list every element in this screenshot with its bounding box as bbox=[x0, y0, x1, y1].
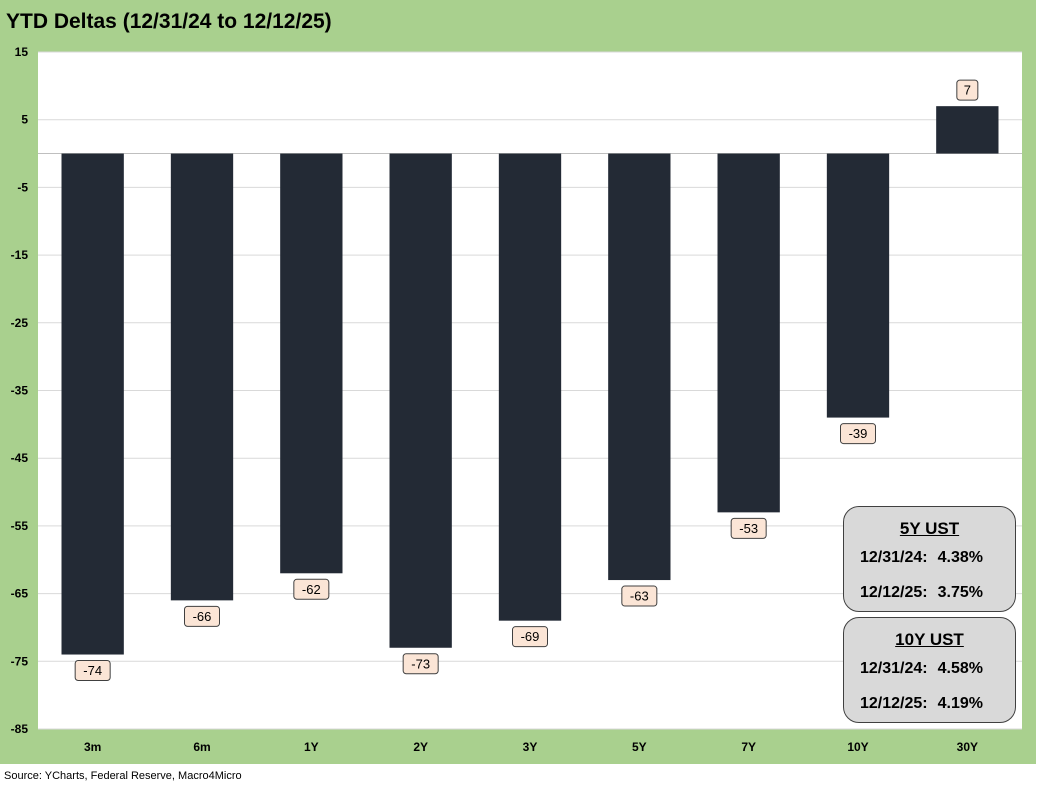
y-tick-label-2: -5 bbox=[17, 180, 28, 194]
data-label-30Y: 7 bbox=[964, 83, 971, 98]
x-tick-label-3m: 3m bbox=[84, 740, 101, 754]
data-label-box-1Y bbox=[293, 578, 330, 600]
ust-5y-heading: 5Y UST bbox=[899, 519, 960, 538]
ust-5y-box: 5Y UST 12/31/24: 4.38% 12/12/25: 3.75% bbox=[843, 506, 1016, 612]
ust-5y-date-start: 12/31/24: bbox=[860, 549, 928, 566]
data-label-box-30Y bbox=[956, 79, 979, 101]
x-tick-label-10Y: 10Y bbox=[847, 740, 868, 754]
data-label-box-3Y bbox=[512, 626, 548, 648]
ust-5y-value-start: 4.38% bbox=[937, 549, 983, 566]
y-tick-label-8: -65 bbox=[11, 587, 29, 601]
bar-3m bbox=[61, 153, 124, 655]
y-tick-label-7: -55 bbox=[11, 519, 29, 533]
bar-30Y bbox=[936, 106, 999, 154]
y-tick-label-9: -75 bbox=[11, 654, 29, 668]
data-label-6m: -66 bbox=[193, 609, 212, 624]
x-tick-label-5Y: 5Y bbox=[632, 740, 647, 754]
ust-5y-row-start: 12/31/24: 4.38% bbox=[860, 549, 983, 567]
ust-10y-row-start: 12/31/24: 4.58% bbox=[860, 660, 983, 678]
x-tick-label-1Y: 1Y bbox=[304, 740, 319, 754]
data-label-box-5Y bbox=[621, 585, 658, 607]
y-tick-label-6: -45 bbox=[11, 451, 29, 465]
bar-10Y bbox=[826, 153, 890, 418]
source-note: Source: YCharts, Federal Reserve, Macro4… bbox=[4, 770, 242, 782]
ust-10y-value-start: 4.58% bbox=[937, 660, 983, 677]
data-label-3Y: -69 bbox=[521, 629, 540, 644]
x-tick-label-6m: 6m bbox=[193, 740, 210, 754]
ust-5y-value-end: 3.75% bbox=[937, 584, 983, 601]
data-label-5Y: -63 bbox=[630, 589, 649, 604]
bar-3Y bbox=[498, 153, 562, 621]
data-label-box-10Y bbox=[840, 423, 876, 445]
data-label-3m: -74 bbox=[83, 663, 102, 678]
chart-title: YTD Deltas (12/31/24 to 12/12/25) bbox=[6, 10, 332, 33]
x-tick-label-3Y: 3Y bbox=[523, 740, 538, 754]
ust-10y-box: 10Y UST 12/31/24: 4.58% 12/12/25: 4.19% bbox=[843, 617, 1016, 723]
data-label-box-7Y bbox=[730, 517, 767, 539]
bar-1Y bbox=[280, 153, 343, 574]
y-tick-label-0: 15 bbox=[15, 45, 29, 59]
data-label-1Y: -62 bbox=[302, 582, 321, 597]
ust-10y-value-end: 4.19% bbox=[937, 695, 983, 712]
ust-10y-heading: 10Y UST bbox=[895, 630, 964, 649]
data-label-box-3m bbox=[74, 660, 111, 682]
x-tick-label-2Y: 2Y bbox=[413, 740, 428, 754]
data-label-box-2Y bbox=[402, 653, 439, 675]
ust-10y-row-end: 12/12/25: 4.19% bbox=[860, 695, 983, 713]
y-tick-label-4: -25 bbox=[11, 316, 29, 330]
ust-10y-date-start: 12/31/24: bbox=[860, 660, 928, 677]
y-tick-label-1: 5 bbox=[21, 113, 28, 127]
bar-6m bbox=[170, 153, 234, 601]
ust-5y-row-end: 12/12/25: 3.75% bbox=[860, 584, 983, 602]
x-tick-label-7Y: 7Y bbox=[741, 740, 756, 754]
ust-10y-date-end: 12/12/25: bbox=[860, 695, 928, 712]
data-label-2Y: -73 bbox=[411, 656, 430, 671]
y-tick-label-5: -35 bbox=[11, 384, 29, 398]
y-tick-label-10: -85 bbox=[11, 722, 29, 736]
ust-5y-date-end: 12/12/25: bbox=[860, 584, 928, 601]
x-tick-label-30Y: 30Y bbox=[957, 740, 978, 754]
bar-7Y bbox=[717, 153, 780, 513]
data-label-7Y: -53 bbox=[739, 521, 758, 536]
bar-5Y bbox=[608, 153, 671, 581]
data-label-box-6m bbox=[184, 605, 220, 627]
data-label-10Y: -39 bbox=[849, 426, 868, 441]
bar-2Y bbox=[389, 153, 452, 648]
y-tick-label-3: -15 bbox=[11, 248, 29, 262]
